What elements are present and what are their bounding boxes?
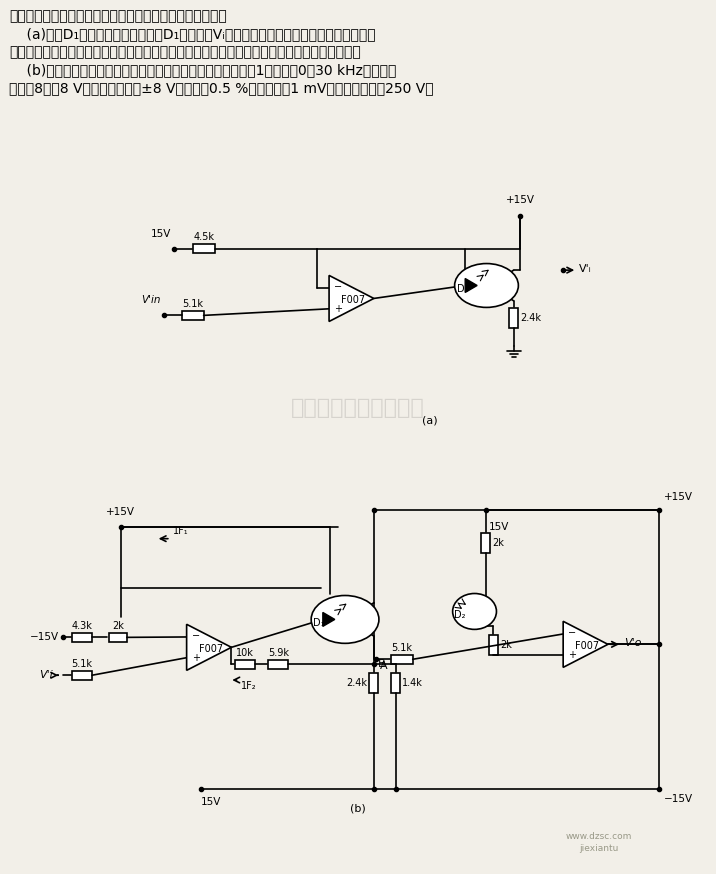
Text: −: − (192, 631, 200, 642)
Text: A: A (379, 662, 387, 671)
Text: D₁: D₁ (457, 284, 468, 295)
Polygon shape (329, 275, 374, 322)
Text: F007: F007 (198, 644, 223, 655)
Bar (391, 655, 412, 663)
Text: 杭州将睐科技有限公司: 杭州将睐科技有限公司 (291, 398, 425, 418)
Bar (369, 673, 378, 693)
Text: V'in: V'in (141, 295, 161, 305)
Text: 10k: 10k (236, 648, 254, 657)
Text: D₂: D₂ (454, 610, 465, 621)
Text: (a): (a) (422, 415, 437, 425)
Text: 利用负反馈技术可以大大提高光电耦合器件的传输线性度。: 利用负反馈技术可以大大提高光电耦合器件的传输线性度。 (9, 10, 227, 24)
Text: 15V: 15V (150, 229, 170, 239)
Text: www.dzsc.com: www.dzsc.com (566, 832, 632, 842)
Ellipse shape (453, 593, 496, 629)
Bar (193, 244, 215, 253)
Text: 5.9k: 5.9k (268, 648, 289, 657)
Text: B: B (378, 659, 385, 669)
Text: 5.1k: 5.1k (391, 642, 412, 653)
Text: 5.1k: 5.1k (182, 299, 203, 309)
Bar (72, 633, 92, 642)
Text: +15V: +15V (506, 195, 535, 205)
Text: 5.1k: 5.1k (72, 659, 92, 669)
Text: F007: F007 (575, 642, 599, 651)
Text: 围为－8～＋8 V，非线性失真（±8 V时）小于0.5 %，噪声小于1 mV，共模电压大于250 V。: 围为－8～＋8 V，非线性失真（±8 V时）小于0.5 %，噪声小于1 mV，共… (9, 81, 434, 95)
Text: +15V: +15V (664, 492, 693, 502)
Text: 4.3k: 4.3k (72, 621, 92, 631)
Text: 1F₁: 1F₁ (173, 525, 188, 536)
Text: +: + (568, 650, 576, 661)
Bar (182, 311, 203, 320)
Bar (481, 532, 490, 552)
Text: 2k: 2k (500, 640, 512, 649)
Bar (72, 670, 92, 680)
Text: +: + (334, 304, 342, 315)
Text: −15V: −15V (664, 794, 693, 804)
Polygon shape (563, 621, 608, 668)
Text: +: + (192, 654, 200, 663)
Bar (489, 635, 498, 655)
Text: 1.4k: 1.4k (402, 678, 423, 688)
Text: V'ᵢ: V'ᵢ (579, 264, 592, 274)
Bar (268, 660, 288, 669)
Text: 考虑到光电耦合器件电流传输比与工作电流之间的非线性关系。为此，须精心挑选、调整器件。: 考虑到光电耦合器件电流传输比与工作电流之间的非线性关系。为此，须精心挑选、调整器… (9, 45, 361, 59)
Text: −: − (568, 628, 576, 638)
Text: D₁: D₁ (313, 619, 324, 628)
Text: 1F₂: 1F₂ (241, 681, 257, 691)
Ellipse shape (311, 595, 379, 643)
Ellipse shape (455, 264, 518, 308)
Bar (109, 633, 127, 642)
Text: V'i: V'i (39, 670, 53, 680)
Text: F007: F007 (341, 295, 365, 305)
Text: (a)中，D₁处在反馈通路中，流经D₁的电流与Vᵢ严格成线性关系。这个电路的缺点是没有: (a)中，D₁处在反馈通路中，流经D₁的电流与Vᵢ严格成线性关系。这个电路的缺点… (9, 27, 376, 41)
Text: jiexiantu: jiexiantu (579, 844, 619, 853)
Text: 15V: 15V (200, 797, 221, 807)
Text: −: − (334, 282, 342, 293)
Bar (391, 673, 400, 693)
Bar (236, 660, 256, 669)
Text: +15V: +15V (107, 507, 135, 517)
Text: 4.5k: 4.5k (193, 232, 214, 242)
Text: 15V: 15V (488, 522, 509, 531)
Polygon shape (465, 279, 477, 293)
Polygon shape (187, 624, 231, 670)
Text: 2.4k: 2.4k (520, 313, 541, 323)
Polygon shape (323, 613, 335, 627)
Text: 2.4k: 2.4k (347, 678, 367, 688)
Text: (b)中，增加第二级反馈，使线性度大大提高。本电路增益为1，频率为0～30 kHz，动态范: (b)中，增加第二级反馈，使线性度大大提高。本电路增益为1，频率为0～30 kH… (9, 63, 397, 77)
Text: (b): (b) (350, 804, 366, 814)
Text: 2k: 2k (492, 538, 504, 548)
Text: 2k: 2k (112, 621, 124, 631)
Text: V'o: V'o (624, 638, 642, 649)
Text: −15V: −15V (30, 633, 59, 642)
Bar (509, 308, 518, 328)
